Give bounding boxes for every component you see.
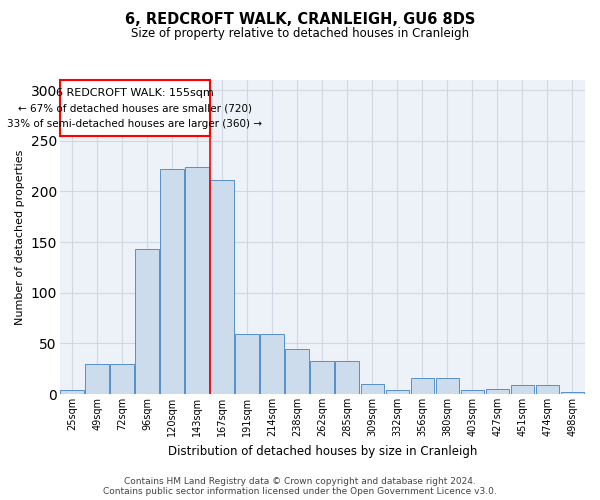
FancyBboxPatch shape <box>60 80 210 136</box>
X-axis label: Distribution of detached houses by size in Cranleigh: Distribution of detached houses by size … <box>167 444 477 458</box>
Bar <box>160 169 184 394</box>
Bar <box>61 390 84 394</box>
Bar <box>361 384 384 394</box>
Bar <box>260 334 284 394</box>
Bar <box>511 385 535 394</box>
Bar <box>310 360 334 394</box>
Text: 6, REDCROFT WALK, CRANLEIGH, GU6 8DS: 6, REDCROFT WALK, CRANLEIGH, GU6 8DS <box>125 12 475 28</box>
Bar <box>386 390 409 394</box>
Bar <box>461 390 484 394</box>
Text: 6 REDCROFT WALK: 155sqm: 6 REDCROFT WALK: 155sqm <box>56 88 214 98</box>
Bar <box>436 378 460 394</box>
Text: Contains HM Land Registry data © Crown copyright and database right 2024.: Contains HM Land Registry data © Crown c… <box>124 477 476 486</box>
Bar <box>335 360 359 394</box>
Y-axis label: Number of detached properties: Number of detached properties <box>15 150 25 324</box>
Bar <box>485 389 509 394</box>
Bar <box>235 334 259 394</box>
Bar <box>560 392 584 394</box>
Bar <box>536 385 559 394</box>
Bar <box>136 249 159 394</box>
Text: Contains public sector information licensed under the Open Government Licence v3: Contains public sector information licen… <box>103 487 497 496</box>
Bar <box>211 180 234 394</box>
Bar <box>286 350 309 394</box>
Text: Size of property relative to detached houses in Cranleigh: Size of property relative to detached ho… <box>131 28 469 40</box>
Bar <box>110 364 134 394</box>
Bar <box>85 364 109 394</box>
Bar <box>185 167 209 394</box>
Bar <box>410 378 434 394</box>
Text: 33% of semi-detached houses are larger (360) →: 33% of semi-detached houses are larger (… <box>7 120 262 130</box>
Text: ← 67% of detached houses are smaller (720): ← 67% of detached houses are smaller (72… <box>18 104 252 114</box>
